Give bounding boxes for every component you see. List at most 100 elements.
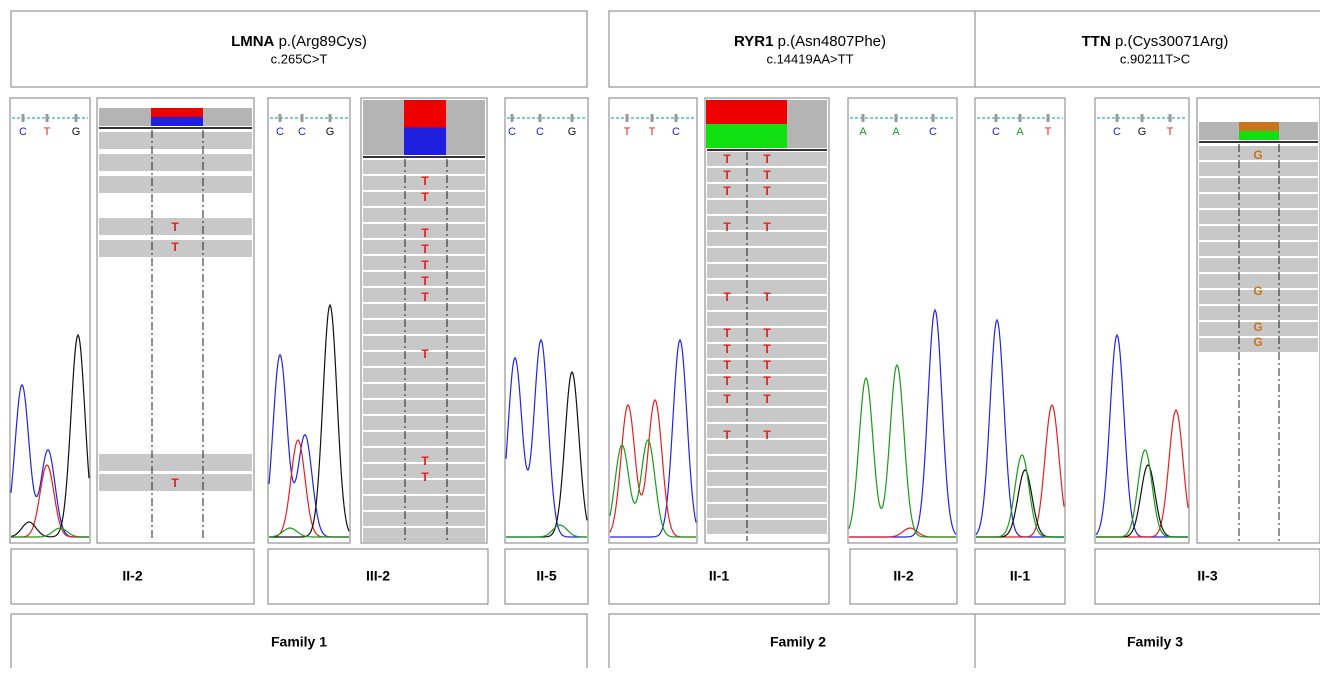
panel-box (268, 98, 350, 543)
read-base: T (723, 342, 731, 356)
read-base: T (421, 290, 429, 304)
protein: p.(Asn4807Phe) (778, 33, 886, 50)
base-call: G (326, 126, 335, 138)
base-call: G (568, 126, 577, 138)
read-base: T (421, 226, 429, 240)
quality-tick (1169, 114, 1172, 122)
read (363, 304, 485, 318)
read-base: T (421, 190, 429, 204)
read (1199, 258, 1318, 272)
read-base: G (1253, 320, 1262, 334)
family-label: Family 2 (770, 634, 826, 650)
read (707, 456, 827, 470)
sample-label: II-5 (536, 568, 556, 584)
panel-box (1095, 98, 1189, 543)
panel-box (505, 98, 588, 543)
read (1199, 162, 1318, 176)
read-base: T (723, 392, 731, 406)
read (363, 432, 485, 446)
read-base: T (723, 168, 731, 182)
read (363, 512, 485, 526)
read (707, 504, 827, 518)
base-call: C (276, 126, 284, 138)
read (707, 488, 827, 502)
read (363, 384, 485, 398)
read-base: T (763, 184, 771, 198)
read-base: T (421, 470, 429, 484)
read-base: T (171, 476, 179, 490)
coverage-top (404, 100, 446, 128)
cdna: c.90211T>C (1120, 51, 1190, 66)
sample-label: II-3 (1197, 568, 1217, 584)
quality-tick (1019, 114, 1022, 122)
read-base: T (763, 220, 771, 234)
quality-tick (1116, 114, 1119, 122)
variant-title: LMNA p.(Arg89Cys) (231, 33, 367, 50)
quality-tick (626, 114, 629, 122)
read-base: T (763, 152, 771, 166)
read-base: T (421, 242, 429, 256)
protein: p.(Cys30071Arg) (1115, 33, 1228, 50)
quality-tick (301, 114, 304, 122)
base-call: T (1167, 126, 1174, 138)
base-call: A (1016, 126, 1024, 138)
read (707, 408, 827, 422)
read-base: T (763, 326, 771, 340)
quality-tick (932, 114, 935, 122)
quality-tick (1141, 114, 1144, 122)
read (1199, 306, 1318, 320)
read-base: T (723, 290, 731, 304)
base-call: C (1113, 126, 1121, 138)
read (99, 176, 252, 193)
gene: RYR1 (734, 33, 773, 50)
panel-box (10, 98, 90, 543)
family-label: Family 1 (271, 634, 327, 650)
coverage-top (1239, 122, 1279, 131)
base-call: T (649, 126, 656, 138)
read-base: T (421, 347, 429, 361)
read-base: T (421, 274, 429, 288)
base-call: T (44, 126, 51, 138)
read (1199, 194, 1318, 208)
read-base: T (171, 240, 179, 254)
sample-label: II-2 (893, 568, 913, 584)
coverage-top (151, 108, 203, 117)
read-base: T (421, 454, 429, 468)
read-base: T (763, 290, 771, 304)
base-call: C (536, 126, 544, 138)
base-call: A (859, 126, 867, 138)
read (1199, 178, 1318, 192)
gene: TTN (1082, 33, 1111, 50)
read (363, 208, 485, 222)
quality-tick (539, 114, 542, 122)
base-call: T (1045, 126, 1052, 138)
read (99, 454, 252, 471)
base-call: T (624, 126, 631, 138)
read (1199, 210, 1318, 224)
read-base: T (723, 358, 731, 372)
read (363, 416, 485, 430)
read-base: T (723, 428, 731, 442)
cdna: c.265C>T (271, 51, 328, 66)
protein: p.(Arg89Cys) (279, 33, 367, 50)
quality-tick (46, 114, 49, 122)
coverage-bottom (706, 124, 787, 148)
read (363, 160, 485, 174)
read (707, 312, 827, 326)
coverage-bottom (1239, 131, 1279, 140)
read-base: T (763, 358, 771, 372)
quality-tick (862, 114, 865, 122)
quality-tick (895, 114, 898, 122)
read (99, 154, 252, 171)
read-base: T (171, 220, 179, 234)
quality-tick (75, 114, 78, 122)
base-call: C (929, 126, 937, 138)
read-base: T (723, 220, 731, 234)
read-base: T (723, 184, 731, 198)
read-base: T (421, 174, 429, 188)
panel-box (848, 98, 957, 543)
read (707, 520, 827, 534)
read-base: T (763, 392, 771, 406)
read-base: T (421, 258, 429, 272)
base-call: G (72, 126, 81, 138)
